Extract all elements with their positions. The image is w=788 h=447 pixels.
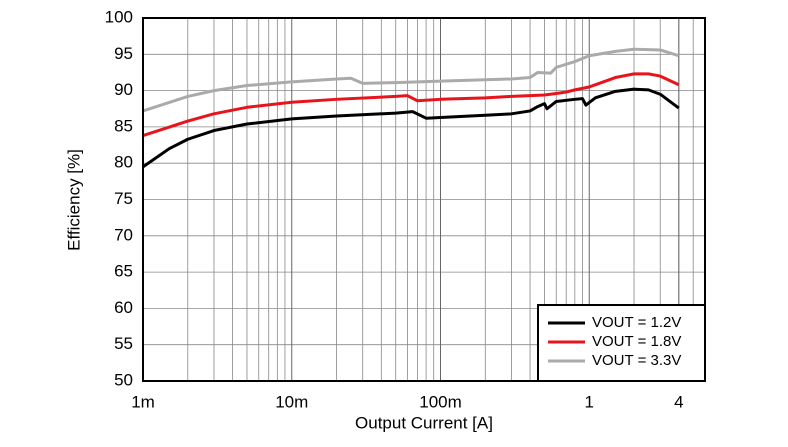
y-tick-label: 85 — [114, 116, 133, 135]
x-axis-label: Output Current [A] — [355, 413, 493, 432]
y-tick-label: 95 — [114, 44, 133, 63]
legend-label: VOUT = 1.2V — [592, 314, 681, 331]
y-tick-label: 80 — [114, 153, 133, 172]
plot-frame — [142, 17, 706, 382]
y-tick-label: 75 — [114, 189, 133, 208]
x-tick-label: 100m — [419, 392, 462, 411]
legend-label: VOUT = 1.8V — [592, 333, 681, 350]
data-line — [142, 47, 680, 113]
data-line — [142, 87, 680, 169]
y-tick-label: 50 — [114, 370, 133, 389]
y-tick-label: 65 — [114, 262, 133, 281]
x-tick-label: 1m — [131, 392, 155, 411]
x-tick-label: 10m — [275, 392, 308, 411]
legend-label: VOUT = 3.3V — [592, 352, 681, 369]
y-axis-label: Efficiency [%] — [64, 149, 83, 251]
y-tick-label: 100 — [105, 7, 133, 26]
y-tick-label: 55 — [114, 334, 133, 353]
y-tick-label: 60 — [114, 298, 133, 317]
data-line — [142, 72, 680, 138]
y-tick-label: 90 — [114, 80, 133, 99]
x-tick-label: 1 — [585, 392, 594, 411]
x-tick-label: 4 — [674, 392, 683, 411]
y-tick-label: 70 — [114, 225, 133, 244]
